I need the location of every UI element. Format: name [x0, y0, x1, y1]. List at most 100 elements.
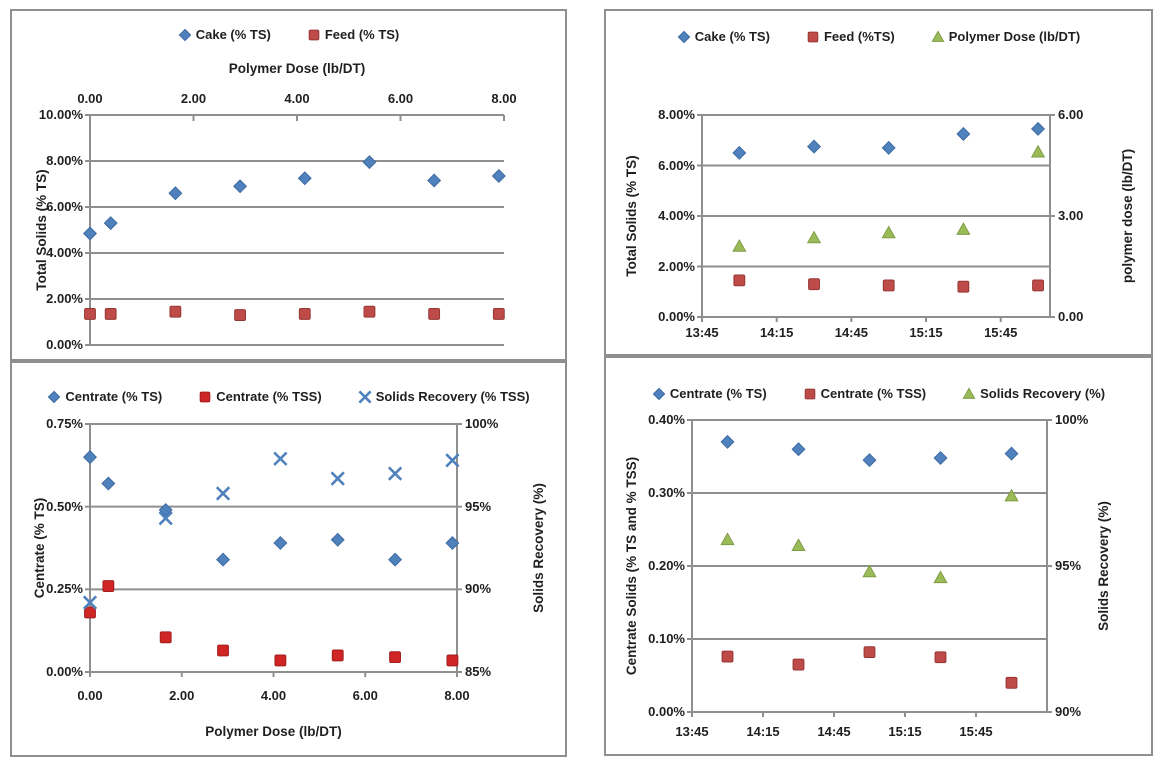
- solids-recovery-point: [82, 595, 98, 610]
- x-axis-tick-label: 13:45: [685, 325, 719, 340]
- y-axis-tick-label: 0.30%: [648, 485, 685, 500]
- y-axis-tick-label: 0.00%: [46, 664, 83, 679]
- feed-ts-legend-marker-icon: [308, 29, 320, 40]
- solids-recovery-legend-marker-icon: [358, 389, 372, 404]
- legend-label-polymer-dose: Polymer Dose (lb/DT): [948, 29, 1081, 44]
- x-axis-tick-label: 4.00: [284, 91, 310, 106]
- cake-ts-point: [427, 173, 442, 188]
- chart-cake-feed-vs-polymer-dose: Cake (% TS) Feed (% TS) Polymer Dose (lb/D…: [10, 9, 567, 361]
- right-axis-title: Solids Recovery (%): [531, 483, 546, 613]
- feed-ts-point: [428, 308, 441, 320]
- cake-ts-point: [732, 145, 747, 160]
- centrate-ts-legend-marker-icon: [48, 390, 61, 403]
- centrate-ts-legend-marker-icon: [48, 390, 61, 403]
- x-axis-tick-label: 6.00: [352, 688, 378, 703]
- x-axis-tick-label: 14:15: [760, 325, 794, 340]
- solids-recovery-point: [158, 511, 173, 526]
- chart-legend: Centrate (% TS) Centrate (% TSS) Solids Re…: [12, 389, 565, 404]
- centrate-ts-point: [82, 450, 98, 465]
- y-axis-title: Total Solids (% TS): [34, 169, 49, 291]
- y-axis-title: Centrate Solids (% TS and % TSS): [624, 456, 639, 676]
- cake-ts-legend-marker-icon: [178, 28, 192, 41]
- legend-item-solids-recovery: Solids Recovery (%): [962, 386, 1105, 401]
- cake-ts-point: [168, 186, 183, 201]
- centrate-ts-point: [791, 442, 806, 457]
- chart-legend: Cake (% TS) Feed (%TS) Polymer Dose (lb/DT…: [606, 29, 1151, 44]
- x-axis-tick-label: 8.00: [444, 688, 470, 703]
- x-axis-tick-label: 14:45: [817, 724, 851, 739]
- right-axis-tick-label: 3.00: [1058, 208, 1084, 223]
- feed-ts-point: [1032, 279, 1044, 292]
- x-axis-tick-label: 15:15: [888, 724, 922, 739]
- legend-label-feed-ts: Feed (% TS): [324, 27, 400, 42]
- centrate-tss-point: [389, 651, 401, 664]
- centrate-ts-point: [330, 532, 345, 547]
- right-axis-tick-label: 95%: [1055, 558, 1082, 573]
- right-axis-tick-label: 6.00: [1058, 107, 1084, 122]
- feed-ts-point: [882, 279, 895, 292]
- centrate-tss-legend-marker-icon: [804, 388, 815, 399]
- legend-label-centrate-tss: Centrate (% TSS): [820, 386, 927, 401]
- centrate-tss-point: [792, 658, 805, 671]
- solids-recovery-legend-marker-icon: [358, 389, 372, 404]
- solids-recovery-point: [933, 570, 948, 584]
- polymer-dose-legend-marker-icon: [931, 29, 945, 42]
- feed-ts-point: [84, 308, 96, 320]
- cake-ts-point: [807, 139, 822, 154]
- polymer-dose-point: [732, 238, 747, 252]
- centrate-tss-point: [84, 606, 96, 619]
- y-axis-tick-label: 2.00%: [658, 258, 695, 274]
- centrate-ts-point: [273, 536, 288, 551]
- x-axis-tick-label: 15:15: [909, 325, 943, 340]
- plot-area: [697, 114, 1055, 322]
- centrate-tss-legend-marker-icon: [199, 391, 211, 402]
- polymer-dose-point: [806, 230, 822, 244]
- feed-ts-point: [808, 278, 820, 291]
- cake-ts-point: [233, 179, 248, 194]
- feed-ts-point: [957, 280, 970, 293]
- solids-recovery-point: [862, 564, 877, 578]
- right-axis-tick-label: 100%: [1055, 412, 1089, 427]
- legend-item-cake-ts: Cake (% TS): [677, 29, 770, 44]
- feed-ts-point: [492, 308, 505, 320]
- x-axis-tick-label: 15:45: [959, 724, 993, 739]
- x-axis-tick-label: 6.00: [387, 91, 414, 106]
- plot-area: [687, 419, 1052, 717]
- right-axis-tick-label: 90%: [1055, 704, 1082, 719]
- solids-recovery-legend-marker-icon: [962, 386, 976, 399]
- feed-ts-point: [298, 308, 311, 320]
- centrate-tss-point: [102, 580, 115, 592]
- legend-label-cake-ts: Cake (% TS): [694, 29, 770, 44]
- y-axis-tick-label: 0.00%: [658, 309, 695, 324]
- right-axis-tick-label: 95%: [465, 498, 492, 514]
- centrate-ts-point: [445, 536, 460, 551]
- polymer-dose-legend-marker-icon: [931, 29, 945, 42]
- feed-ts-point: [363, 305, 376, 318]
- legend-item-feed-ts: Feed (% TS): [307, 27, 399, 42]
- legend-item-centrate-ts: Centrate (% TS): [47, 389, 162, 404]
- polymer-dose-point: [881, 225, 896, 239]
- feed-ts-legend-marker-icon: [308, 29, 320, 40]
- y-axis-tick-label: 6.00%: [46, 199, 83, 214]
- x-axis-tick-label: 0.00: [77, 688, 103, 703]
- x-axis-tick-label: 15:45: [984, 325, 1018, 340]
- right-axis-tick-label: 85%: [465, 664, 492, 679]
- cake-ts-point: [491, 168, 506, 183]
- chart-centrate-recovery-vs-polymer-dose: Centrate (% TS) Centrate (% TSS) Solids Re…: [10, 361, 567, 757]
- y-axis-tick-label: 0.20%: [648, 558, 685, 573]
- solids-recovery-legend-marker-icon: [962, 386, 976, 399]
- centrate-ts-legend-marker-icon: [652, 387, 666, 400]
- centrate-ts-legend-marker-icon: [652, 387, 666, 400]
- cake-ts-legend-marker-icon: [178, 28, 192, 41]
- chart-cake-feed-dose-vs-time: Cake (% TS) Feed (%TS) Polymer Dose (lb/DT…: [604, 9, 1153, 356]
- legend-item-feed-ts: Feed (%TS): [806, 29, 895, 44]
- y-axis-tick-label: 0.40%: [648, 412, 685, 427]
- y-axis-tick-label: 2.00%: [46, 291, 83, 306]
- y-axis-tick-label: 0.25%: [46, 581, 83, 597]
- legend-item-centrate-ts: Centrate (% TS): [652, 386, 767, 401]
- cake-ts-point: [1031, 121, 1046, 136]
- chart-legend: Centrate (% TS) Centrate (% TSS) Solids Re…: [606, 386, 1151, 401]
- y-axis-title: Centrate (% TS): [32, 497, 47, 599]
- x-axis-tick-label: 4.00: [260, 688, 287, 703]
- cake-ts-legend-marker-icon: [677, 30, 691, 43]
